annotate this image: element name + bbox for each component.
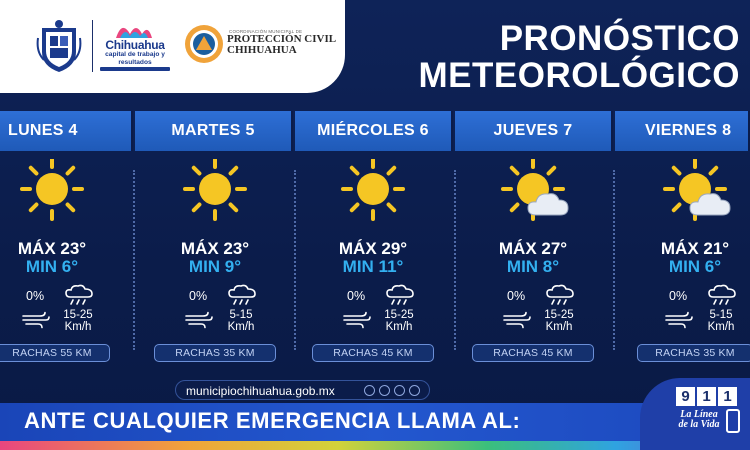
sun-icon bbox=[20, 159, 84, 221]
wind-range: 15-25 bbox=[384, 309, 414, 321]
wind-unit: Km/h bbox=[64, 321, 92, 333]
precip-chance: 0% bbox=[669, 289, 688, 303]
wind-unit: Km/h bbox=[385, 321, 413, 333]
city-logo-subtitle: capital de trabajo y resultados bbox=[105, 51, 165, 66]
x-icon[interactable] bbox=[364, 385, 375, 396]
title-line-2: METEOROLÓGICO bbox=[418, 56, 740, 95]
day-header-2: MARTES 5 bbox=[135, 111, 293, 151]
civil-protection-title: PROTECCIÓN CIVIL CHIHUAHUA bbox=[227, 34, 337, 56]
wind-range: 5-15 bbox=[709, 309, 733, 321]
civil-protection-caption: COORDINACIÓN MUNICIPAL DE bbox=[229, 29, 303, 34]
city-logo-name: Chihuahua bbox=[105, 38, 165, 52]
title-line-1: PRONÓSTICO bbox=[499, 19, 740, 58]
logo-panel: Chihuahua capital de trabajo y resultado… bbox=[0, 0, 345, 93]
wind-icon bbox=[503, 311, 531, 329]
min-temp: MIN 8° bbox=[506, 257, 560, 276]
max-temp: MÁX 21° bbox=[660, 239, 730, 258]
wind-range: 15-25 bbox=[63, 309, 93, 321]
rain-cloud-icon bbox=[228, 284, 256, 305]
wind-speed: 15-25 Km/h bbox=[377, 309, 421, 333]
facebook-icon[interactable] bbox=[379, 385, 390, 396]
city-crest-icon bbox=[36, 20, 82, 72]
civil-protection-emblem-icon bbox=[185, 25, 223, 63]
linea-de-la-vida: La Línea de la Vida bbox=[674, 410, 724, 430]
digit-1-second: 1 bbox=[718, 387, 737, 406]
sun-icon bbox=[183, 159, 247, 221]
rainbow-strip bbox=[0, 441, 750, 450]
max-temp: MÁX 23° bbox=[180, 239, 250, 258]
website-pill[interactable]: municipiochihuahua.gob.mx bbox=[175, 380, 430, 400]
wind-speed: 15-25 Km/h bbox=[537, 309, 581, 333]
precip-chance: 0% bbox=[347, 289, 366, 303]
linea-line1: La Línea bbox=[680, 409, 718, 420]
rain-cloud-icon bbox=[386, 284, 414, 305]
precip-chance: 0% bbox=[507, 289, 526, 303]
forecast-day-1: MÁX 23° MIN 6° 0% 15-25 Km/h RACHAS 55 KM bbox=[0, 151, 122, 371]
wind-icon bbox=[665, 311, 693, 329]
chihuahua-logo-icon bbox=[116, 27, 152, 38]
wind-range: 5-15 bbox=[229, 309, 253, 321]
logo-divider bbox=[92, 20, 93, 72]
day-header-bar: LUNES 4 MARTES 5 MIÉRCOLES 6 JUEVES 7 VIERNE… bbox=[0, 111, 750, 151]
wind-unit: Km/h bbox=[227, 321, 255, 333]
min-temp: MIN 9° bbox=[188, 257, 242, 276]
forecast-day-5: MÁX 21° MIN 6° 0% 5-15 Km/h RACHAS 35 KM bbox=[625, 151, 750, 371]
wind-icon bbox=[185, 311, 213, 329]
gusts-badge: RACHAS 55 KM bbox=[0, 344, 110, 362]
digit-9: 9 bbox=[676, 387, 695, 406]
precip-chance: 0% bbox=[189, 289, 208, 303]
wind-range: 15-25 bbox=[544, 309, 574, 321]
sun-cloud-icon bbox=[663, 159, 731, 221]
rain-cloud-icon bbox=[546, 284, 574, 305]
emergency-band bbox=[0, 403, 750, 441]
gusts-badge: RACHAS 45 KM bbox=[312, 344, 434, 362]
gusts-badge: RACHAS 35 KM bbox=[154, 344, 276, 362]
min-temp: MIN 6° bbox=[668, 257, 722, 276]
civil-protection-line2: CHIHUAHUA bbox=[227, 44, 297, 56]
day-header-3: MIÉRCOLES 6 bbox=[295, 111, 453, 151]
phone-icon bbox=[726, 409, 740, 433]
wind-icon bbox=[22, 311, 50, 329]
instagram-icon[interactable] bbox=[394, 385, 405, 396]
linea-line2: de la Vida bbox=[678, 419, 720, 430]
wind-speed: 15-25 Km/h bbox=[56, 309, 100, 333]
column-divider-2 bbox=[294, 170, 296, 350]
city-logo-strip bbox=[100, 67, 170, 71]
rain-cloud-icon bbox=[65, 284, 93, 305]
wind-speed: 5-15 Km/h bbox=[219, 309, 263, 333]
emergency-text: ANTE CUALQUIER EMERGENCIA LLAMA AL: bbox=[24, 408, 521, 433]
precip-chance: 0% bbox=[26, 289, 45, 303]
digit-1: 1 bbox=[697, 387, 716, 406]
day-header-4: JUEVES 7 bbox=[455, 111, 613, 151]
website-url[interactable]: municipiochihuahua.gob.mx bbox=[186, 384, 335, 398]
min-temp: MIN 6° bbox=[25, 257, 79, 276]
sun-cloud-icon bbox=[501, 159, 569, 221]
wind-speed: 5-15 Km/h bbox=[699, 309, 743, 333]
column-divider-3 bbox=[454, 170, 456, 350]
column-divider-4 bbox=[613, 170, 615, 350]
page-title: PRONÓSTICO METEOROLÓGICO bbox=[360, 20, 740, 94]
wind-unit: Km/h bbox=[707, 321, 735, 333]
gusts-badge: RACHAS 35 KM bbox=[637, 344, 750, 362]
max-temp: MÁX 27° bbox=[498, 239, 568, 258]
tiktok-icon[interactable] bbox=[409, 385, 420, 396]
rain-cloud-icon bbox=[708, 284, 736, 305]
max-temp: MÁX 23° bbox=[17, 239, 87, 258]
column-divider-1 bbox=[133, 170, 135, 350]
forecast-day-3: MÁX 29° MIN 11° 0% 15-25 Km/h RACHAS 45 KM bbox=[303, 151, 443, 371]
sun-icon bbox=[341, 159, 405, 221]
max-temp: MÁX 29° bbox=[338, 239, 408, 258]
day-header-5: VIERNES 8 bbox=[615, 111, 750, 151]
min-temp: MIN 11° bbox=[342, 257, 404, 276]
day-header-1: LUNES 4 bbox=[0, 111, 133, 151]
civil-protection-line1: PROTECCIÓN CIVIL bbox=[227, 33, 337, 45]
wind-icon bbox=[343, 311, 371, 329]
forecast-day-2: MÁX 23° MIN 9° 0% 5-15 Km/h RACHAS 35 KM bbox=[145, 151, 285, 371]
gusts-badge: RACHAS 45 KM bbox=[472, 344, 594, 362]
forecast-day-4: MÁX 27° MIN 8° 0% 15-25 Km/h RACHAS 45 KM bbox=[463, 151, 603, 371]
wind-unit: Km/h bbox=[545, 321, 573, 333]
